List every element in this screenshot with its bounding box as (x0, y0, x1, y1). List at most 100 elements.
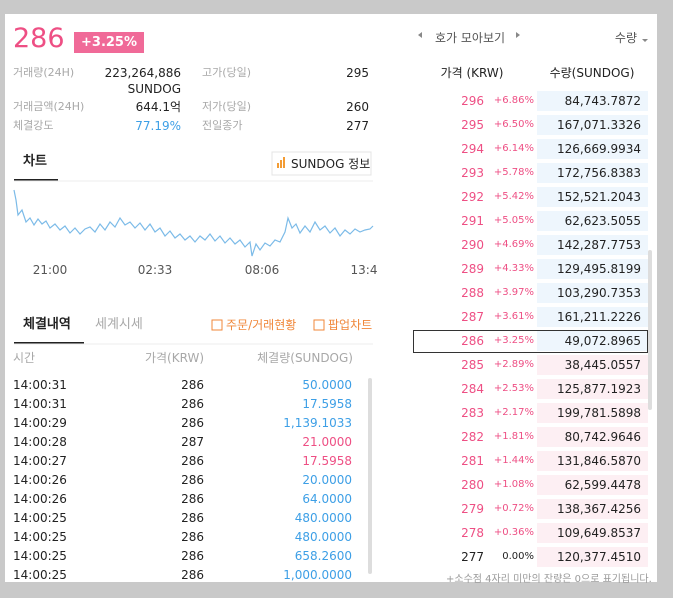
book-price[interactable]: 277 (461, 550, 484, 564)
depth-bar (537, 331, 648, 351)
trade-time: 14:00:25 (13, 549, 67, 563)
book-qty: 80,742.9646 (564, 430, 641, 444)
depth-bar (537, 451, 648, 471)
book-price[interactable]: 290 (461, 238, 484, 252)
trade-price: 286 (181, 530, 204, 544)
book-price[interactable]: 294 (461, 142, 484, 156)
popup-link[interactable]: 팝업차트 (328, 318, 373, 332)
book-price[interactable]: 292 (461, 190, 484, 204)
book-price[interactable]: 293 (461, 166, 484, 180)
stat-value: 260 (346, 100, 369, 114)
trade-time: 14:00:26 (13, 473, 67, 487)
stat-label: 저가(당일) (202, 100, 252, 113)
book-qty: 62,599.4478 (564, 478, 641, 492)
book-qty: 120,377.4510 (557, 550, 641, 564)
world-tab[interactable]: 세계시세 (95, 317, 143, 332)
order-icon (211, 319, 223, 331)
book-change: +3.61% (493, 311, 534, 322)
popup-icon (313, 319, 325, 331)
book-price[interactable]: 284 (461, 382, 484, 396)
book-qty: 172,756.8383 (557, 166, 641, 180)
trade-time: 14:00:28 (13, 435, 67, 449)
price: 286 (13, 23, 65, 54)
trade-time: 14:00:31 (13, 378, 67, 392)
column-header: 시간 (13, 351, 36, 365)
book-price[interactable]: 280 (461, 478, 484, 492)
book-price[interactable]: 296 (461, 94, 484, 108)
stat-unit: SUNDOG (127, 82, 181, 96)
book-change: +5.42% (493, 191, 534, 202)
book-qty: 103,290.7353 (557, 286, 641, 300)
trade-time: 14:00:25 (13, 530, 67, 544)
book-qty: 49,072.8965 (564, 334, 641, 348)
trade-time: 14:00:25 (13, 511, 67, 525)
book-price[interactable]: 288 (461, 286, 484, 300)
book-change: +6.86% (493, 95, 534, 106)
book-price[interactable]: 291 (461, 214, 484, 228)
book-price[interactable]: 286 (461, 334, 484, 348)
depth-bar (537, 115, 648, 135)
book-change: +3.25% (493, 335, 534, 346)
trades-tab[interactable]: 체결내역 (23, 317, 71, 332)
column-header: 수량(SUNDOG) (549, 66, 635, 80)
depth-bar (537, 211, 648, 231)
stat-value: 644.1억 (135, 100, 181, 114)
stat-label: 전일종가 (202, 119, 243, 132)
book-change: +6.50% (493, 119, 534, 130)
trade-qty: 1,000.0000 (283, 568, 352, 582)
stat-value: 77.19% (135, 119, 181, 133)
book-qty: 142,287.7753 (557, 238, 641, 252)
book-change: +0.36% (493, 527, 534, 538)
book-change: +1.44% (493, 455, 534, 466)
book-price[interactable]: 283 (461, 406, 484, 420)
trade-qty: 480.0000 (294, 511, 352, 525)
book-qty: 138,367.4256 (557, 502, 641, 516)
x-label: 13:4 (350, 263, 378, 277)
trade-price: 286 (181, 397, 204, 411)
book-price[interactable]: 295 (461, 118, 484, 132)
depth-bar (537, 499, 648, 519)
stat-label: 고가(당일) (202, 66, 252, 79)
book-price[interactable]: 279 (461, 502, 484, 516)
sort-toggle[interactable]: 수량 (614, 31, 637, 45)
info-icon (277, 157, 285, 168)
current-price-box (413, 330, 648, 353)
trade-time: 14:00:29 (13, 416, 67, 430)
x-label: 08:06 (244, 263, 280, 277)
depth-bar (537, 379, 648, 399)
scrollbar (648, 250, 652, 410)
book-qty: 167,071.3326 (557, 118, 641, 132)
book-change: +2.89% (493, 359, 534, 370)
trade-qty: 17.5958 (302, 397, 352, 411)
book-qty: 84,743.7872 (564, 94, 641, 108)
stat-label: 거래량(24H) (13, 66, 75, 79)
trade-qty: 20.0000 (302, 473, 352, 487)
stat-label: 체결강도 (13, 119, 54, 132)
info-button-border (271, 151, 372, 176)
book-price[interactable]: 289 (461, 262, 484, 276)
book-change: 0.00% (502, 551, 534, 562)
book-price[interactable]: 278 (461, 526, 484, 540)
info-button[interactable]: SUNDOG 정보 (291, 157, 371, 171)
book-price[interactable]: 282 (461, 430, 484, 444)
view-toggle[interactable]: 호가 모아보기 (434, 31, 506, 45)
book-qty: 125,877.1923 (557, 382, 641, 396)
book-change: +4.69% (493, 239, 534, 250)
scrollbar (368, 378, 372, 574)
trade-price: 286 (181, 416, 204, 430)
book-price[interactable]: 281 (461, 454, 484, 468)
book-price[interactable]: 285 (461, 358, 484, 372)
chart-tab[interactable]: 차트 (23, 154, 47, 169)
trade-price: 287 (181, 435, 204, 449)
book-change: +5.05% (493, 215, 534, 226)
depth-bar (537, 427, 648, 447)
book-qty: 38,445.0557 (564, 358, 641, 372)
depth-bar (537, 307, 648, 327)
trade-price: 286 (181, 568, 204, 582)
book-change: +2.53% (493, 383, 534, 394)
book-price[interactable]: 287 (461, 310, 484, 324)
trade-price: 286 (181, 511, 204, 525)
order-link[interactable]: 주문/거래현황 (226, 318, 297, 332)
